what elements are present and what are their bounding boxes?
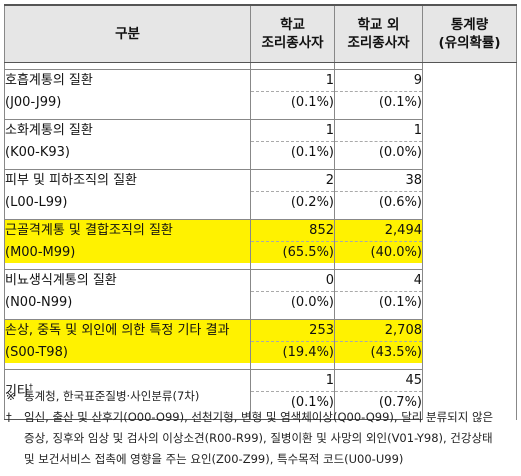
nonschool-count: 9 [334,69,423,92]
table-row: 기타† 1 45 [4,369,517,413]
table-row-highlighted: 근골격계통 및 결합조직의 질환 852 2,494 [4,219,517,242]
school-count: 1 [250,119,335,142]
table-row-highlighted: 손상, 중독 및 외인에 의한 특정 기타 결과 253 2,708 [4,319,517,342]
table-row-sub: (N00-N99) (0.0%) (0.1%) [4,291,517,313]
row-name: 손상, 중독 및 외인에 의한 특정 기타 결과 [4,319,251,342]
row-code: (J00-J99) [4,91,251,113]
table-row: 피부 및 피하조직의 질환 2 38 [4,169,517,192]
table-row-sub: (L00-L99) (0.2%) (0.6%) [4,191,517,213]
nonschool-count: 2,708 [334,319,423,342]
nonschool-count: 4 [334,269,423,292]
header-school: 학교 조리종사자 [250,4,335,63]
disease-table: 구분 학교 조리종사자 학교 외 조리종사자 통계량 (유의확률) 호흡계통의 질환 … [4,4,517,420]
row-code: (S00-T98) [4,341,251,363]
table-row: 비뇨생식계통의 질환 0 4 [4,269,517,292]
row-name: 소화계통의 질환 [4,119,251,142]
nonschool-pct: (0.7%) [334,391,423,413]
nonschool-count: 1 [334,119,423,142]
nonschool-count: 45 [334,369,423,392]
school-pct: (0.1%) [250,141,335,163]
school-count: 253 [250,319,335,342]
nonschool-pct: (0.1%) [334,91,423,113]
school-count: 852 [250,219,335,242]
school-count: 1 [250,69,335,92]
school-pct: (0.0%) [250,291,335,313]
row-name: 호흡계통의 질환 [4,69,251,92]
row-code: (M00-M99) [4,241,251,263]
nonschool-count: 38 [334,169,423,192]
row-code: (K00-K93) [4,141,251,163]
nonschool-pct: (0.6%) [334,191,423,213]
row-name: 비뇨생식계통의 질환 [4,269,251,292]
school-count: 0 [250,269,335,292]
dagger-mark: † [28,382,33,392]
school-pct: (65.5%) [250,241,335,263]
footnote-source: ※ 통계청, 한국표준질병·사인분류(7차) [6,389,200,403]
header-category: 구분 [4,4,251,63]
header-statistic: 통계량 (유의확률) [422,4,517,63]
school-pct: (0.1%) [250,91,335,113]
row-name-other: 기타† [4,369,251,413]
nonschool-pct: (40.0%) [334,241,423,263]
school-pct: (19.4%) [250,341,335,363]
table-row-sub: (J00-J99) (0.1%) (0.1%) [4,91,517,113]
footnote-dagger-line2: 증상, 징후와 임상 및 검사의 이상소견(R00-R99), 질병이환 및 사… [24,431,493,445]
table-row-sub: (S00-T98) (19.4%) (43.5%) [4,341,517,363]
school-pct: (0.1%) [250,391,335,413]
footnotes: ※ 통계청, 한국표준질병·사인분류(7차) † 임신, 출산 및 산후기(O0… [6,386,516,470]
table-row: 호흡계통의 질환 1 9 [4,69,517,92]
table-row-sub: (K00-K93) (0.1%) (0.0%) [4,141,517,163]
row-name: 피부 및 피하조직의 질환 [4,169,251,192]
school-count: 2 [250,169,335,192]
footnote-dagger: † 임신, 출산 및 산후기(O00-O99), 선천기형, 변형 및 염색체이… [6,410,494,424]
nonschool-pct: (43.5%) [334,341,423,363]
nonschool-pct: (0.1%) [334,291,423,313]
row-name: 근골격계통 및 결합조직의 질환 [4,219,251,242]
school-pct: (0.2%) [250,191,335,213]
nonschool-pct: (0.0%) [334,141,423,163]
table-row: 소화계통의 질환 1 1 [4,119,517,142]
row-code: (N00-N99) [4,291,251,313]
table-header-row: 구분 학교 조리종사자 학교 외 조리종사자 통계량 (유의확률) [4,4,517,63]
nonschool-count: 2,494 [334,219,423,242]
table-row-sub: (0.1%) (0.7%) [5,391,517,413]
header-nonschool: 학교 외 조리종사자 [334,4,423,63]
footnote-dagger-line3: 및 보건서비스 접촉에 영향을 주는 요인(Z00-Z99), 특수목적 코드(… [24,452,404,466]
table-row-sub: (M00-M99) (65.5%) (40.0%) [4,241,517,263]
row-code: (L00-L99) [4,191,251,213]
